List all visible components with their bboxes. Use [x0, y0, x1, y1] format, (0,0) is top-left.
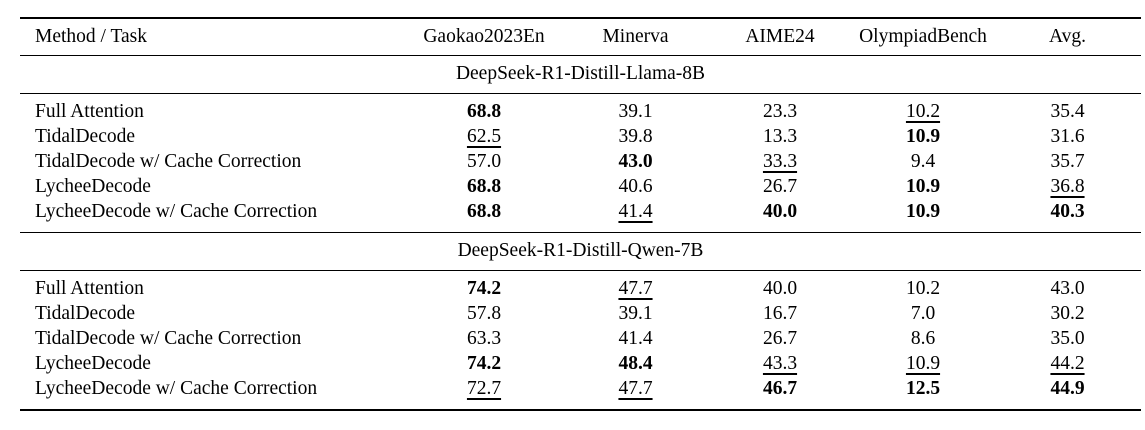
value-cell: 10.2: [905, 277, 941, 299]
column-header-aime24: AIME24: [708, 18, 852, 56]
value-cell: 39.1: [618, 302, 653, 324]
value-cell: 40.6: [618, 175, 653, 197]
table-row: TidalDecode w/ Cache Correction 57.0 43.0 3…: [20, 149, 1141, 174]
column-header-method-task: Method / Task: [20, 18, 405, 56]
value-cell: 7.0: [910, 302, 936, 324]
value-cell: 10.9: [905, 125, 941, 147]
value-cell: 30.2: [1050, 302, 1085, 324]
method-cell: Full Attention: [35, 100, 144, 122]
value-cell: 16.7: [762, 302, 798, 324]
value-cell: 72.7: [466, 377, 502, 399]
table-row: Full Attention 68.8 39.1 23.3 10.2 35.4: [20, 93, 1141, 124]
value-cell: 10.9: [905, 200, 941, 222]
value-cell: 41.4: [618, 327, 653, 349]
value-cell: 10.2: [905, 100, 941, 122]
value-cell: 68.8: [466, 100, 502, 122]
method-cell: Full Attention: [35, 277, 144, 299]
section-title: DeepSeek-R1-Distill-Llama-8B: [20, 54, 1141, 94]
value-cell: 23.3: [762, 100, 798, 122]
value-cell: 26.7: [762, 175, 798, 197]
table-row: TidalDecode w/ Cache Correction 63.3 41.4 2…: [20, 326, 1141, 351]
column-header-gaokao2023en: Gaokao2023En: [405, 18, 563, 56]
value-cell: 35.7: [1050, 150, 1085, 172]
value-cell: 9.4: [910, 150, 936, 172]
value-cell: 12.5: [905, 377, 941, 399]
table-row: LycheeDecode w/ Cache Correction 72.7 47.7…: [20, 376, 1141, 410]
method-cell: LycheeDecode w/ Cache Correction: [35, 200, 318, 222]
section-title-row: DeepSeek-R1-Distill-Llama-8B: [20, 54, 1141, 94]
value-cell: 43.0: [1050, 277, 1085, 299]
method-cell: LycheeDecode: [35, 352, 151, 374]
method-cell: LycheeDecode: [35, 175, 151, 197]
value-cell: 46.7: [762, 377, 798, 399]
section-title: DeepSeek-R1-Distill-Qwen-7B: [20, 231, 1141, 271]
method-cell: TidalDecode w/ Cache Correction: [35, 150, 302, 172]
value-cell: 10.9: [905, 352, 941, 374]
value-cell: 40.0: [762, 277, 798, 299]
method-cell: LycheeDecode w/ Cache Correction: [35, 377, 318, 399]
value-cell: 68.8: [466, 200, 502, 222]
value-cell: 39.1: [618, 100, 653, 122]
table-row: LycheeDecode w/ Cache Correction 68.8 41.4…: [20, 199, 1141, 233]
value-cell: 10.9: [905, 175, 941, 197]
value-cell: 8.6: [910, 327, 936, 349]
value-cell: 44.2: [1050, 352, 1085, 374]
value-cell: 41.4: [618, 200, 653, 222]
value-cell: 31.6: [1050, 125, 1085, 147]
value-cell: 74.2: [466, 352, 502, 374]
section-title-row: DeepSeek-R1-Distill-Qwen-7B: [20, 231, 1141, 271]
method-cell: TidalDecode w/ Cache Correction: [35, 327, 302, 349]
value-cell: 13.3: [762, 125, 798, 147]
value-cell: 62.5: [466, 125, 502, 147]
method-cell: TidalDecode: [35, 125, 136, 147]
value-cell: 57.0: [466, 150, 502, 172]
value-cell: 33.3: [762, 150, 798, 172]
value-cell: 68.8: [466, 175, 502, 197]
table-row: TidalDecode 57.8 39.1 16.7 7.0 30.2: [20, 301, 1141, 326]
value-cell: 48.4: [618, 352, 653, 374]
value-cell: 36.8: [1050, 175, 1085, 197]
table-row: LycheeDecode 74.2 48.4 43.3 10.9 44.2: [20, 351, 1141, 376]
value-cell: 47.7: [618, 277, 653, 299]
value-cell: 39.8: [618, 125, 653, 147]
value-cell: 74.2: [466, 277, 502, 299]
table-row: Full Attention 74.2 47.7 40.0 10.2 43.0: [20, 270, 1141, 301]
column-header-avg: Avg.: [994, 18, 1141, 56]
value-cell: 63.3: [466, 327, 502, 349]
column-header-olympiadbench: OlympiadBench: [852, 18, 994, 56]
value-cell: 40.3: [1050, 200, 1085, 222]
method-cell: TidalDecode: [35, 302, 136, 324]
value-cell: 44.9: [1050, 377, 1085, 399]
table-row: TidalDecode 62.5 39.8 13.3 10.9 31.6: [20, 124, 1141, 149]
value-cell: 35.0: [1050, 327, 1085, 349]
value-cell: 35.4: [1050, 100, 1085, 122]
value-cell: 26.7: [762, 327, 798, 349]
table-row: LycheeDecode 68.8 40.6 26.7 10.9 36.8: [20, 174, 1141, 199]
value-cell: 40.0: [762, 200, 798, 222]
table-header-row: Method / Task Gaokao2023En Minerva AIME2…: [20, 18, 1141, 56]
value-cell: 43.3: [762, 352, 798, 374]
value-cell: 43.0: [618, 150, 653, 172]
column-header-minerva: Minerva: [563, 18, 708, 56]
value-cell: 47.7: [618, 377, 653, 399]
results-table: Method / Task Gaokao2023En Minerva AIME2…: [20, 17, 1141, 411]
value-cell: 57.8: [466, 302, 502, 324]
